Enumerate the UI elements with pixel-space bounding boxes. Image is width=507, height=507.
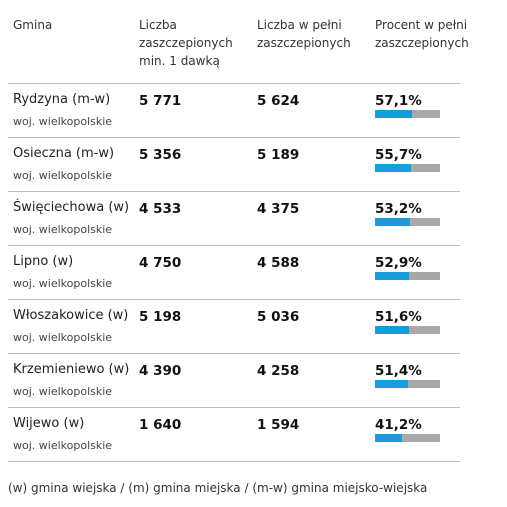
table-row: Rydzyna (m-w) woj. wielkopolskie 5 771 5… xyxy=(8,84,460,138)
progress-bar-fill xyxy=(375,380,409,388)
progress-bar-fill xyxy=(375,110,413,118)
fully-vaccinated-count: 5 624 xyxy=(257,93,300,109)
gmina-name: Osieczna (m-w) xyxy=(13,146,115,161)
table-header: Gmina Liczba zaszczepionych min. 1 dawką… xyxy=(8,0,469,84)
percent-value: 53,2% xyxy=(375,201,422,217)
percent-value: 51,6% xyxy=(375,309,422,325)
progress-bar xyxy=(375,272,440,280)
progress-bar-fill xyxy=(375,434,402,442)
one-dose-count: 5 771 xyxy=(139,93,182,109)
header-one-dose: Liczba zaszczepionych min. 1 dawką xyxy=(139,18,233,68)
progress-bar xyxy=(375,434,440,442)
gmina-name: Lipno (w) xyxy=(13,254,74,269)
one-dose-count: 1 640 xyxy=(139,417,182,433)
voivodeship: woj. wielkopolskie xyxy=(13,439,113,452)
progress-bar-fill xyxy=(375,164,412,172)
voivodeship: woj. wielkopolskie xyxy=(13,385,113,398)
voivodeship: woj. wielkopolskie xyxy=(13,277,113,290)
voivodeship: woj. wielkopolskie xyxy=(13,331,113,344)
progress-bar xyxy=(375,164,440,172)
gmina-name: Wijewo (w) xyxy=(13,416,85,431)
progress-bar-fill xyxy=(375,326,409,334)
gmina-name: Rydzyna (m-w) xyxy=(13,92,111,107)
table-row: Włoszakowice (w) woj. wielkopolskie 5 19… xyxy=(8,300,460,354)
voivodeship: woj. wielkopolskie xyxy=(13,169,113,182)
table-row: Krzemieniewo (w) woj. wielkopolskie 4 39… xyxy=(8,354,460,408)
one-dose-count: 4 533 xyxy=(139,201,182,217)
fully-vaccinated-count: 1 594 xyxy=(257,417,300,433)
fully-vaccinated-count: 5 036 xyxy=(257,309,300,325)
progress-bar-fill xyxy=(375,272,410,280)
table-row: Lipno (w) woj. wielkopolskie 4 750 4 588… xyxy=(8,246,460,300)
fully-vaccinated-count: 4 258 xyxy=(257,363,300,379)
one-dose-count: 4 750 xyxy=(139,255,182,271)
gmina-name: Święciechowa (w) xyxy=(13,200,130,215)
percent-value: 51,4% xyxy=(375,363,422,379)
percent-value: 52,9% xyxy=(375,255,422,271)
progress-bar xyxy=(375,218,440,226)
percent-value: 55,7% xyxy=(375,147,422,163)
voivodeship: woj. wielkopolskie xyxy=(13,115,113,128)
percent-value: 57,1% xyxy=(375,93,422,109)
vaccination-table: Gmina Liczba zaszczepionych min. 1 dawką… xyxy=(8,0,469,462)
one-dose-count: 5 198 xyxy=(139,309,182,325)
progress-bar-fill xyxy=(375,218,410,226)
table-row: Osieczna (m-w) woj. wielkopolskie 5 356 … xyxy=(8,138,460,192)
table-row: Wijewo (w) woj. wielkopolskie 1 640 1 59… xyxy=(8,408,460,462)
gmina-name: Krzemieniewo (w) xyxy=(13,362,130,377)
header-fully-vaccinated: Liczba w pełni zaszczepionych xyxy=(257,18,351,50)
table-row: Święciechowa (w) woj. wielkopolskie 4 53… xyxy=(8,192,460,246)
gmina-name: Włoszakowice (w) xyxy=(13,308,129,323)
legend-footnote: (w) gmina wiejska / (m) gmina miejska / … xyxy=(8,481,428,495)
header-gmina: Gmina xyxy=(13,18,53,32)
header-percent-fully-vaccinated: Procent w pełni zaszczepionych xyxy=(375,18,469,50)
percent-value: 41,2% xyxy=(375,417,422,433)
progress-bar xyxy=(375,380,440,388)
voivodeship: woj. wielkopolskie xyxy=(13,223,113,236)
fully-vaccinated-count: 4 375 xyxy=(257,201,300,217)
progress-bar xyxy=(375,110,440,118)
fully-vaccinated-count: 5 189 xyxy=(257,147,300,163)
one-dose-count: 5 356 xyxy=(139,147,182,163)
progress-bar xyxy=(375,326,440,334)
one-dose-count: 4 390 xyxy=(139,363,182,379)
fully-vaccinated-count: 4 588 xyxy=(257,255,300,271)
